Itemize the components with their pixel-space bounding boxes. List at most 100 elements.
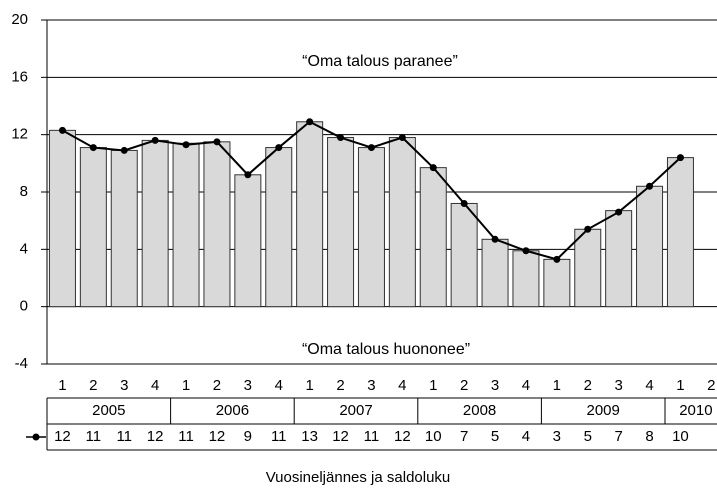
year-label: 2010 bbox=[679, 402, 712, 419]
point bbox=[120, 146, 128, 154]
y-tick-label: 4 bbox=[20, 240, 28, 257]
x-tick-label: 1 bbox=[553, 377, 561, 394]
bar bbox=[543, 258, 571, 308]
x-tick-label: 4 bbox=[522, 377, 530, 394]
x-tick-label: 4 bbox=[275, 377, 283, 394]
x-tick-label: 1 bbox=[305, 377, 313, 394]
bar bbox=[110, 149, 138, 308]
point bbox=[460, 199, 468, 207]
bar bbox=[172, 142, 200, 308]
value-label: 3 bbox=[553, 428, 561, 445]
x-tick-label: 4 bbox=[645, 377, 653, 394]
value-label: 11 bbox=[116, 428, 132, 445]
y-tick-label: 8 bbox=[20, 183, 28, 200]
bar bbox=[141, 139, 169, 308]
point bbox=[89, 144, 97, 152]
bar bbox=[605, 210, 633, 308]
x-tick-label: 1 bbox=[182, 377, 190, 394]
y-tick-label: -4 bbox=[15, 355, 28, 372]
value-label: 12 bbox=[54, 428, 71, 445]
bar bbox=[296, 121, 324, 308]
value-label: 7 bbox=[460, 428, 468, 445]
bar bbox=[450, 202, 478, 308]
x-tick-label: 2 bbox=[89, 377, 97, 394]
value-label: 9 bbox=[244, 428, 252, 445]
value-label: 11 bbox=[364, 428, 380, 445]
value-label: 11 bbox=[271, 428, 287, 445]
y-tick-label: 16 bbox=[11, 68, 28, 85]
y-tick-label: 20 bbox=[11, 11, 28, 28]
bar bbox=[574, 228, 602, 308]
point bbox=[553, 255, 561, 263]
bar bbox=[265, 147, 293, 308]
year-label: 2009 bbox=[587, 402, 620, 419]
value-label: 5 bbox=[491, 428, 499, 445]
x-tick-label: 1 bbox=[429, 377, 437, 394]
point bbox=[398, 134, 406, 142]
point bbox=[522, 247, 530, 255]
x-tick-label: 2 bbox=[336, 377, 344, 394]
x-tick-label: 3 bbox=[120, 377, 128, 394]
point bbox=[244, 171, 252, 179]
point bbox=[337, 134, 345, 142]
x-tick-label: 3 bbox=[614, 377, 622, 394]
point bbox=[367, 144, 375, 152]
annotation: “Oma talous huononee” bbox=[302, 341, 470, 358]
value-label: 8 bbox=[645, 428, 653, 445]
point bbox=[182, 141, 190, 149]
bar bbox=[388, 137, 416, 308]
value-label: 11 bbox=[86, 428, 102, 445]
year-label: 2008 bbox=[463, 402, 496, 419]
bar bbox=[481, 238, 509, 308]
bar bbox=[357, 147, 385, 308]
value-label: 12 bbox=[209, 428, 226, 445]
point bbox=[429, 164, 437, 172]
year-label: 2005 bbox=[92, 402, 125, 419]
bar bbox=[636, 185, 664, 308]
year-label: 2006 bbox=[216, 402, 249, 419]
x-tick-label: 2 bbox=[213, 377, 221, 394]
bar bbox=[666, 157, 694, 308]
x-tick-label: 2 bbox=[707, 377, 715, 394]
value-label: 7 bbox=[614, 428, 622, 445]
bar bbox=[79, 147, 107, 308]
annotation: “Oma talous paranee” bbox=[302, 53, 458, 70]
point bbox=[151, 136, 159, 144]
value-label: 11 bbox=[178, 428, 194, 445]
x-tick-label: 1 bbox=[676, 377, 684, 394]
point bbox=[306, 118, 314, 126]
x-axis-label: Vuosineljännes ja saldoluku bbox=[266, 469, 451, 486]
year-label: 2007 bbox=[339, 402, 372, 419]
point bbox=[58, 126, 66, 134]
value-label: 12 bbox=[332, 428, 349, 445]
legend-marker bbox=[32, 433, 40, 441]
bar bbox=[512, 250, 540, 308]
value-label: 5 bbox=[584, 428, 592, 445]
point bbox=[491, 235, 499, 243]
bar bbox=[327, 137, 355, 308]
x-tick-label: 3 bbox=[491, 377, 499, 394]
point bbox=[275, 144, 283, 152]
value-label: 4 bbox=[522, 428, 530, 445]
value-label: 13 bbox=[301, 428, 318, 445]
point bbox=[584, 225, 592, 233]
bar bbox=[419, 167, 447, 308]
bar bbox=[234, 174, 262, 308]
x-tick-label: 4 bbox=[151, 377, 159, 394]
value-label: 10 bbox=[425, 428, 442, 445]
point bbox=[615, 208, 623, 216]
value-label: 12 bbox=[394, 428, 411, 445]
x-tick-label: 3 bbox=[244, 377, 252, 394]
y-tick-label: 12 bbox=[11, 126, 28, 143]
x-tick-label: 3 bbox=[367, 377, 375, 394]
point bbox=[213, 138, 221, 146]
point bbox=[676, 154, 684, 162]
x-tick-label: 2 bbox=[584, 377, 592, 394]
bar bbox=[48, 129, 76, 308]
x-tick-label: 1 bbox=[58, 377, 66, 394]
point bbox=[646, 182, 654, 190]
x-tick-label: 4 bbox=[398, 377, 406, 394]
y-tick-label: 0 bbox=[20, 298, 28, 315]
value-label: 12 bbox=[147, 428, 164, 445]
